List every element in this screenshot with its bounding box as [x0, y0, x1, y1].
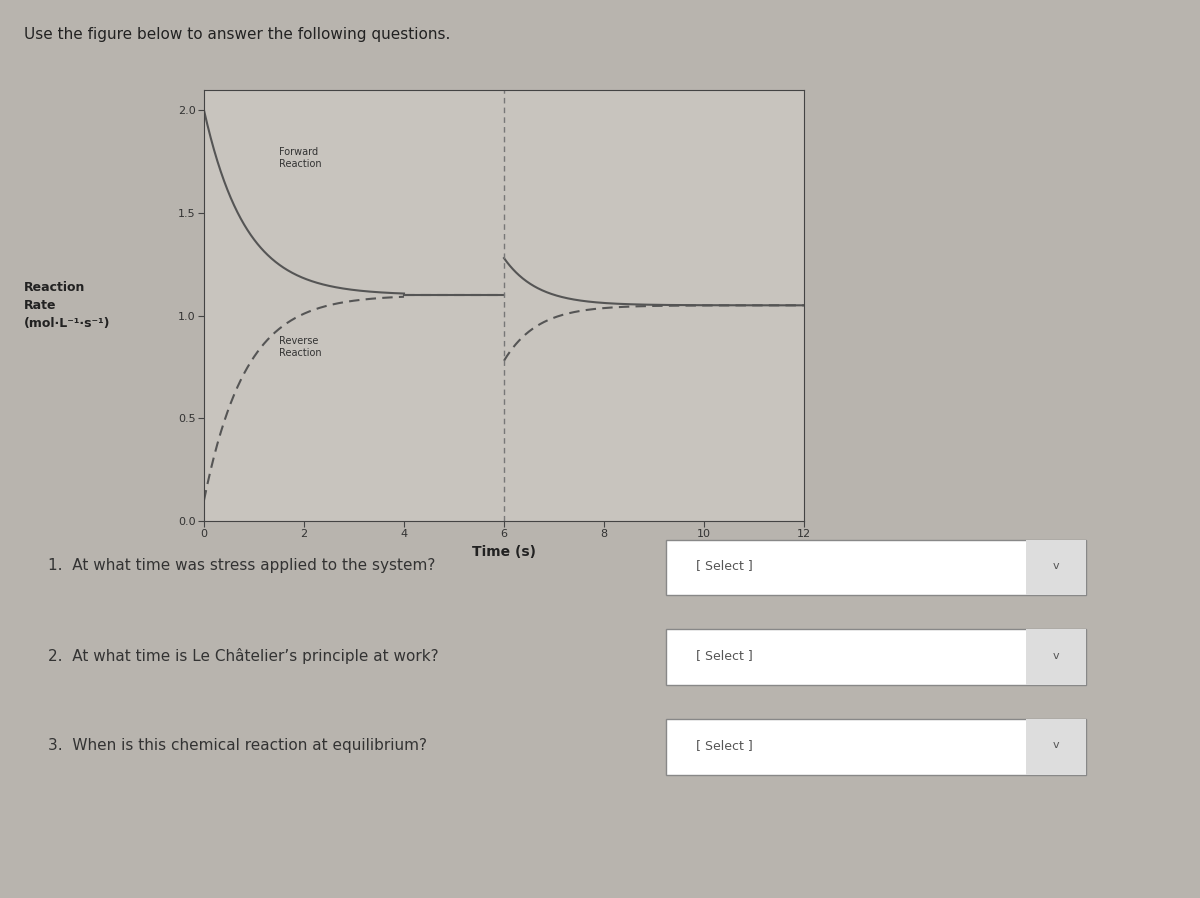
Text: v: v [1052, 560, 1060, 571]
Text: 2.  At what time is Le Châtelier’s principle at work?: 2. At what time is Le Châtelier’s princi… [48, 647, 439, 664]
Text: v: v [1052, 650, 1060, 661]
Text: Reaction
Rate
(mol·L⁻¹·s⁻¹): Reaction Rate (mol·L⁻¹·s⁻¹) [24, 281, 110, 330]
X-axis label: Time (s): Time (s) [472, 545, 536, 559]
Text: [ Select ]: [ Select ] [696, 649, 752, 662]
Text: 1.  At what time was stress applied to the system?: 1. At what time was stress applied to th… [48, 559, 436, 573]
Text: v: v [1052, 740, 1060, 751]
Text: Reverse
Reaction: Reverse Reaction [278, 336, 322, 357]
Text: Forward
Reaction: Forward Reaction [278, 147, 322, 169]
Text: [ Select ]: [ Select ] [696, 559, 752, 572]
Text: 3.  When is this chemical reaction at equilibrium?: 3. When is this chemical reaction at equ… [48, 738, 427, 753]
Text: Use the figure below to answer the following questions.: Use the figure below to answer the follo… [24, 27, 450, 42]
Text: [ Select ]: [ Select ] [696, 739, 752, 752]
